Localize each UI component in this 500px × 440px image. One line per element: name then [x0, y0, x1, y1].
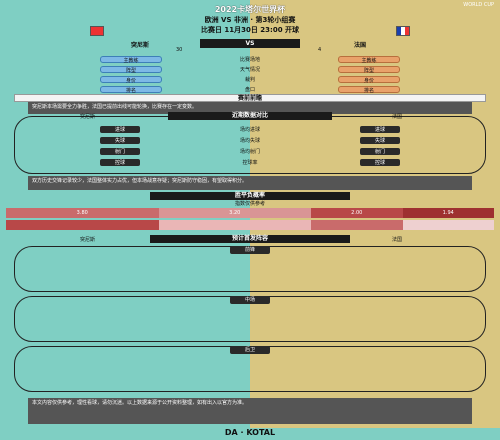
compare-right-label: 法国 [392, 114, 403, 120]
right-team-name: 法国 [353, 42, 366, 49]
prob-cell: 2.00 [311, 208, 403, 218]
info-left: 排名 [100, 85, 162, 94]
compare-row: 进球 场均进球 进球 [100, 124, 400, 135]
compare-left-val: 失球 [100, 137, 140, 144]
compare-right-val: 失球 [359, 137, 400, 144]
info-left: 身价 [100, 75, 162, 84]
prob-subtitle: 指数仅供参考 [234, 201, 265, 207]
info-right: 身价 [337, 75, 400, 84]
analysis-text: 双方历史交锋记录较少，法国整体实力占优，但本场战意存疑；突尼斯防守稳固，有望取得… [28, 176, 472, 190]
prob-cell-block [6, 220, 159, 230]
title-line-3: 比赛日 11月30日 23:00 开球 [200, 26, 300, 34]
prob-bar-2 [6, 220, 494, 230]
summary-text: 突尼斯本场需要全力争胜，法国已提前出线可能轮换，比赛存在一定变数。 [28, 102, 472, 114]
compare-left-val: 控球 [100, 159, 140, 166]
compare-left-label: 突尼斯 [80, 114, 96, 120]
compare-table: 进球 场均进球 进球 失球 场均失球 失球 射门 场均射门 射门 控球 控球率 … [100, 124, 400, 168]
footer-brand: DA · KOTAL [0, 428, 500, 440]
lineup-left-label: 突尼斯 [80, 237, 96, 243]
compare-right-val: 进球 [359, 126, 400, 133]
compare-row: 控球 控球率 控球 [100, 157, 400, 168]
right-rank: 4 [318, 47, 322, 53]
title-line-1: 2022卡塔尔世界杯 [214, 5, 286, 14]
info-row: 主教练 比赛场地 主教练 [100, 54, 400, 64]
compare-left-val: 射门 [100, 148, 140, 155]
info-right: 主教练 [337, 55, 400, 64]
left-flag-icon [90, 26, 104, 36]
prob-title: 胜平负概率 [150, 192, 350, 200]
compare-label: 场均失球 [239, 138, 260, 144]
compare-right-val: 控球 [359, 159, 400, 166]
prob-cell-block [402, 220, 494, 230]
left-rank: 30 [176, 47, 183, 53]
formation-label: 后卫 [230, 346, 270, 354]
title-line-2: 欧洲 VS 非洲 · 第3轮小组赛 [204, 16, 296, 24]
info-mid: 盘口 [244, 86, 255, 93]
info-mid: 比赛场地 [239, 56, 260, 63]
info-row: 排名 盘口 排名 [100, 84, 400, 94]
compare-label: 控球率 [242, 160, 258, 166]
info-mid: 天气情况 [239, 66, 260, 73]
info-right: 阵型 [337, 65, 400, 74]
formation-label: 中场 [230, 296, 270, 304]
formation-label: 前锋 [230, 246, 270, 254]
info-right: 排名 [337, 85, 400, 94]
compare-title: 近期数据对比 [168, 112, 332, 120]
brand-logo: WORLD CUP [463, 2, 494, 8]
vs-bar: VS [200, 39, 300, 48]
info-row: 身价 裁判 身价 [100, 74, 400, 84]
info-row: 阵型 天气情况 阵型 [100, 64, 400, 74]
lineup-right-label: 法国 [392, 237, 403, 243]
info-left: 阵型 [100, 65, 162, 74]
compare-right-val: 射门 [359, 148, 400, 155]
right-flag-icon [396, 26, 410, 36]
summary-bar: 赛前前瞻 [14, 94, 486, 102]
info-table: 主教练 比赛场地 主教练 阵型 天气情况 阵型 身价 裁判 身价 排名 盘口 排… [100, 54, 400, 94]
footer-text: 本文内容仅供参考，理性看球，请勿沉迷。以上数据来源于公开资料整理，如有出入以官方… [28, 398, 472, 424]
compare-label: 场均进球 [239, 127, 260, 133]
compare-row: 失球 场均失球 失球 [100, 135, 400, 146]
prob-cell: 1.94 [402, 208, 494, 218]
prob-cell: 3.80 [6, 208, 159, 218]
title-band: 2022卡塔尔世界杯 欧洲 VS 非洲 · 第3轮小组赛 比赛日 11月30日 … [60, 4, 440, 38]
prob-cell-block [311, 220, 403, 230]
left-team-name: 突尼斯 [130, 42, 149, 49]
lineup-title: 预计首发阵容 [150, 235, 350, 243]
prob-cell-block [158, 220, 311, 230]
info-left: 主教练 [100, 55, 162, 64]
compare-row: 射门 场均射门 射门 [100, 146, 400, 157]
info-mid: 裁判 [244, 76, 255, 83]
compare-left-val: 进球 [100, 126, 140, 133]
compare-label: 场均射门 [239, 149, 260, 155]
prob-bar: 3.80 3.20 2.00 1.94 [6, 208, 494, 218]
prob-cell: 3.20 [158, 208, 311, 218]
